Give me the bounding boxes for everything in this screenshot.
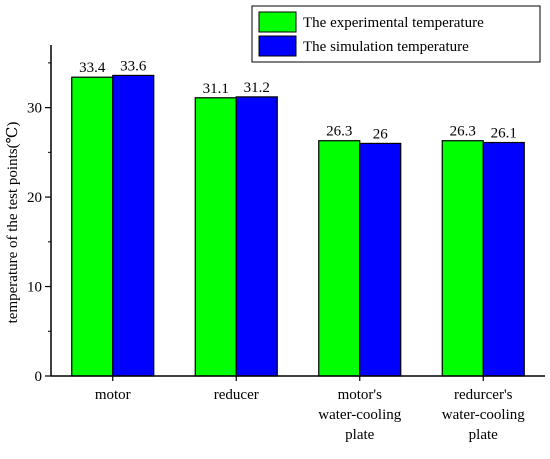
legend-label: The simulation temperature — [303, 39, 469, 55]
legend-swatch-0 — [258, 11, 297, 33]
bar-experimental-1 — [194, 97, 237, 377]
bar-simulation-2 — [359, 142, 402, 377]
bar-experimental-0 — [71, 76, 114, 377]
x-tick-label: plate — [345, 427, 374, 443]
bar-experimental-2 — [318, 140, 361, 377]
legend: The experimental temperature The simulati… — [251, 5, 541, 63]
data-label: 26.1 — [491, 126, 517, 142]
y-tick-label: 20 — [27, 190, 42, 206]
y-axis-label: temperature of the test points(℃) — [5, 122, 21, 324]
x-tick-label: water-cooling — [442, 407, 525, 423]
legend-label: The experimental temperature — [303, 15, 484, 31]
x-tick-label: motor's — [338, 387, 383, 403]
legend-box — [251, 5, 541, 63]
bar-experimental-3 — [441, 140, 484, 377]
bar-simulation-1 — [235, 96, 278, 377]
data-label: 31.1 — [203, 81, 229, 97]
data-label: 26 — [373, 126, 389, 142]
y-tick-label: 10 — [27, 280, 42, 296]
y-tick-label: 30 — [27, 101, 42, 117]
bar-simulation-0 — [112, 74, 155, 377]
x-tick-label: plate — [469, 427, 498, 443]
x-tick-label: reducer — [214, 387, 259, 403]
data-label: 26.3 — [326, 124, 352, 140]
bar-simulation-3 — [482, 141, 525, 377]
y-tick-label: 0 — [35, 369, 43, 385]
data-label: 33.4 — [79, 60, 106, 76]
data-label: 26.3 — [450, 124, 476, 140]
data-label: 33.6 — [120, 58, 147, 74]
data-label: 31.2 — [244, 80, 270, 96]
legend-swatch-1 — [258, 35, 297, 57]
x-tick-label: motor — [95, 387, 131, 403]
x-tick-label: water-cooling — [318, 407, 401, 423]
x-tick-label: redurcer's — [454, 387, 513, 403]
